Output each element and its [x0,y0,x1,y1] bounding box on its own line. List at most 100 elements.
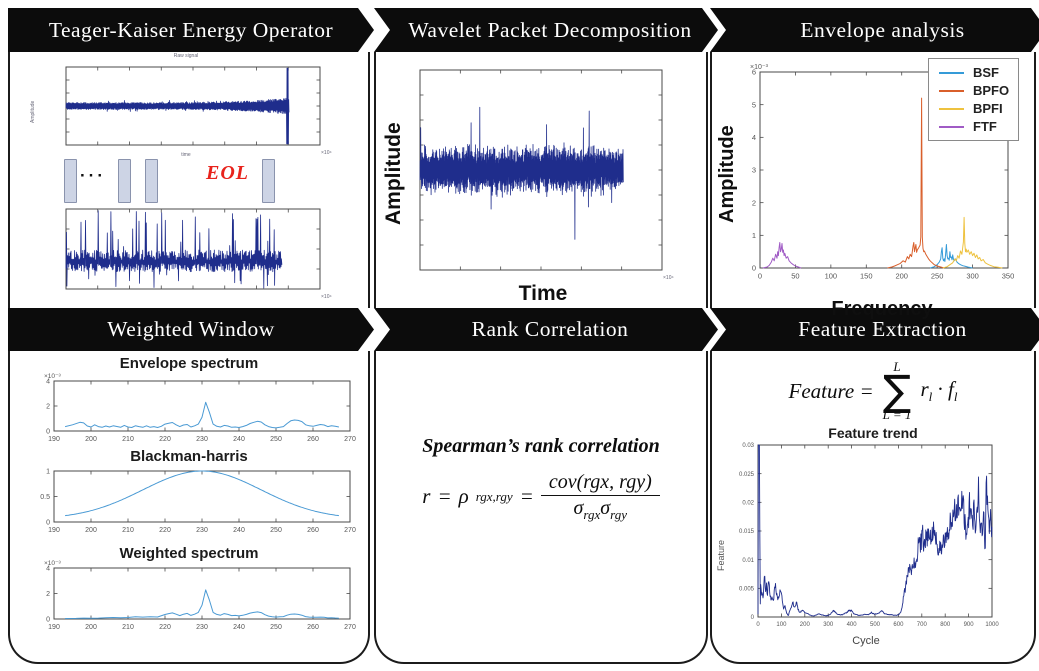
banner-envelope-analysis-label: Envelope analysis [800,17,965,42]
svg-text:300: 300 [966,272,979,281]
svg-text:250: 250 [270,624,282,631]
svg-text:240: 240 [233,527,245,534]
legend-label: BSF [973,65,999,80]
window-segment [118,159,131,203]
svg-text:×10⁻³: ×10⁻³ [44,560,61,567]
sigma-1-sub: rgx [583,507,601,522]
banner-teager-kaiser: Teager-Kaiser Energy Operator [8,8,374,52]
blackman-harris-chart: 190 200 210 220 230 240 250 260 270 0 0.5 1 [30,466,356,536]
svg-text:1: 1 [46,468,50,475]
svg-text:0.015: 0.015 [739,529,755,535]
spearman-formula: r = ρ rgx,rgy = cov(rgx, rgy) σrgxσrgy [376,471,706,523]
svg-text:0: 0 [751,615,755,621]
raw-signal-xlabel: time [181,152,191,158]
legend-item-bsf: BSF [939,65,1009,80]
svg-text:900: 900 [964,622,975,628]
svg-text:270: 270 [344,436,356,443]
formula-fraction: cov(rgx, rgy) σrgxσrgy [540,471,660,523]
svg-text:240: 240 [233,624,245,631]
envelope-spectrum-chart: 190 200 210 220 230 240 250 260 270 0 2 4 ×10⁻³ [30,373,356,445]
svg-text:0.01: 0.01 [742,558,754,564]
svg-text:0: 0 [46,519,50,526]
feature-trend-ylabel: Feature [716,539,726,571]
svg-text:220: 220 [159,624,171,631]
svg-text:800: 800 [940,622,951,628]
svg-text:4: 4 [46,565,50,572]
panel-envelope-analysis: Amplitude 0 50 100 150 200 250 300 350 0 1 2 3 4 5 6 ×1… [710,52,1036,320]
panel-rank-correlation: Spearman’s rank correlation r = ρ rgx,rgy… [374,351,708,664]
svg-text:100: 100 [776,622,787,628]
wpd-ylabel: Amplitude [382,122,405,226]
panel-wavelet-packet: Amplitude ×10⁴ Time [374,52,708,308]
svg-text:200: 200 [85,624,97,631]
formula-denominator: σrgxσrgy [574,496,627,523]
svg-text:240: 240 [233,436,245,443]
bpfo-line-sample [939,89,964,92]
energy-signal-chart: ×10⁴ [40,203,332,303]
svg-text:250: 250 [931,272,944,281]
term-f-sub: l [953,389,958,405]
svg-text:230: 230 [196,624,208,631]
raw-signal-chart: ×10⁴ [40,58,332,158]
svg-text:0: 0 [756,622,760,628]
legend-label: BPFI [973,101,1003,116]
svg-text:×10⁴: ×10⁴ [321,150,332,156]
svg-text:350: 350 [1002,272,1015,281]
term-r: r [920,377,929,402]
window-ellipsis: ··· [80,166,106,185]
sum-lower-limit: L = 1 [882,407,912,423]
formula-numerator: cov(rgx, rgy) [540,471,660,496]
banner-weighted-window: Weighted Window [8,308,374,351]
weighted-spectrum-title: Weighted spectrum [119,545,259,562]
svg-text:0: 0 [752,264,756,273]
svg-text:0: 0 [758,272,762,281]
svg-text:230: 230 [196,436,208,443]
svg-text:200: 200 [85,436,97,443]
banner-teager-kaiser-label: Teager-Kaiser Energy Operator [48,17,334,42]
formula-rho: ρ [458,484,469,509]
svg-text:0: 0 [46,428,50,435]
svg-text:2: 2 [46,403,50,410]
svg-text:250: 250 [270,436,282,443]
svg-text:×10⁴: ×10⁴ [321,294,332,300]
sigma-1: σ [573,497,584,519]
svg-text:190: 190 [48,624,60,631]
banner-wavelet-packet-label: Wavelet Packet Decomposition [408,17,692,42]
envelope-spectrum-title: Envelope spectrum [119,355,259,372]
svg-text:1: 1 [752,231,756,240]
blackman-harris-title: Blackman-harris [130,448,248,465]
summation: L ∑ L = 1 [882,360,912,423]
svg-text:0.03: 0.03 [742,443,754,449]
svg-text:500: 500 [870,622,881,628]
weighted-spectrum-chart: 190 200 210 220 230 240 250 260 270 0 2 4 ×10⁻³ [30,560,356,633]
svg-text:230: 230 [196,527,208,534]
banner-weighted-window-label: Weighted Window [107,317,275,341]
feature-term: rl · fl [920,377,957,405]
envelope-ylabel: Amplitude [716,125,738,223]
wpd-xlabel: Time [518,282,568,305]
banner-feature-extraction-label: Feature Extraction [798,317,967,341]
svg-text:2: 2 [46,591,50,598]
svg-text:270: 270 [344,527,356,534]
svg-text:400: 400 [847,622,858,628]
panel-feature-extraction: Feature = L ∑ L = 1 rl · fl Feature tren… [710,351,1036,664]
svg-text:200: 200 [800,622,811,628]
svg-text:50: 50 [791,272,799,281]
svg-text:6: 6 [752,68,756,77]
svg-text:250: 250 [270,527,282,534]
svg-text:270: 270 [344,624,356,631]
sigma-2-sub: rgy [610,507,628,522]
svg-text:5: 5 [752,100,756,109]
svg-text:700: 700 [917,622,928,628]
svg-text:4: 4 [46,378,50,385]
panel-teager-kaiser: Raw signal ×10⁴ Amplitude time ··· EOL ×… [8,52,370,308]
svg-text:0.5: 0.5 [40,494,50,501]
term-r-sub: l [928,389,933,405]
sigma-2: σ [600,497,611,519]
feature-trend-chart: 0 100 200 300 400 500 600 700 800 900 1000 0 0.005 0.… [730,441,1002,633]
bpfi-line-sample [939,107,964,110]
window-segment [64,159,77,203]
legend-item-ftf: FTF [939,119,1009,134]
svg-text:×10⁴: ×10⁴ [663,275,674,281]
